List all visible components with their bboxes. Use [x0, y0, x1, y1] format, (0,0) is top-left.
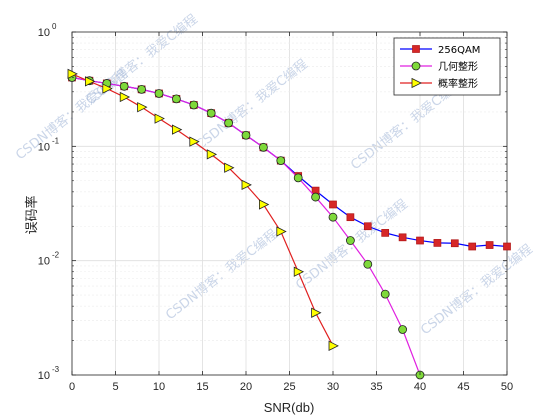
data-point	[363, 222, 372, 231]
data-point	[206, 108, 216, 118]
data-point	[137, 102, 148, 113]
data-point	[241, 130, 251, 140]
data-point	[381, 229, 390, 237]
data-point	[398, 233, 407, 242]
y-tick-exponent: -1	[52, 136, 60, 145]
data-point	[468, 242, 477, 251]
data-point	[189, 136, 200, 147]
data-point	[154, 89, 164, 98]
data-point	[119, 91, 131, 103]
y-tick-exponent: -2	[52, 251, 60, 260]
data-point	[293, 173, 303, 183]
data-point	[189, 100, 199, 110]
data-point	[328, 212, 338, 222]
data-point	[503, 242, 511, 251]
y-tick-exponent: 0	[52, 22, 57, 31]
legend-marker	[412, 45, 420, 53]
data-point	[311, 192, 321, 202]
data-point	[154, 113, 165, 124]
data-point	[311, 307, 322, 318]
y-axis-label: 误码率	[24, 195, 39, 234]
data-point	[171, 94, 181, 104]
legend-label: 几何整形	[438, 60, 478, 73]
x-tick-label: 40	[414, 381, 426, 393]
data-point	[85, 76, 96, 87]
data-point	[224, 162, 235, 173]
legend-marker	[411, 61, 421, 71]
series-1	[67, 73, 425, 380]
data-point	[433, 239, 442, 247]
data-point	[345, 236, 355, 245]
watermark-text: CSDN博客：我爱C编程	[163, 226, 281, 323]
data-point	[398, 325, 408, 334]
grid	[71, 32, 508, 376]
data-point	[119, 81, 129, 91]
data-point	[485, 241, 494, 249]
series-2	[67, 68, 339, 351]
data-point	[363, 259, 373, 269]
legend-label: 概率整形	[438, 77, 478, 90]
x-axis-label: SNR(db)	[264, 400, 315, 415]
x-tick-label: 25	[283, 381, 295, 393]
data-point	[206, 149, 218, 160]
data-point	[67, 68, 78, 80]
y-tick-label: 10	[38, 141, 50, 153]
x-tick-labels: 0 5 10 15 20 25 30 35 40 45 50	[69, 32, 513, 393]
data-point	[258, 199, 270, 210]
data-point	[346, 213, 355, 222]
data-point	[241, 179, 252, 191]
x-tick-label: 10	[153, 381, 165, 393]
x-tick-label: 35	[370, 381, 382, 393]
data-point	[224, 118, 234, 128]
data-point	[450, 239, 459, 248]
x-tick-label: 20	[240, 381, 252, 393]
data-point	[416, 236, 424, 245]
data-point	[102, 83, 113, 94]
x-tick-label: 0	[69, 381, 75, 393]
data-point	[380, 289, 390, 299]
watermark-text: CSDN博客：我爱C编程	[418, 241, 536, 338]
y-tick-label: 10	[38, 370, 50, 382]
x-tick-label: 45	[457, 381, 469, 393]
legend-label: 256QAM	[438, 45, 480, 56]
y-tick-label: 10	[38, 256, 50, 268]
data-point	[293, 266, 305, 277]
data-point	[328, 340, 339, 351]
series-layer	[67, 68, 511, 380]
x-tick-label: 30	[327, 381, 339, 393]
data-point	[258, 142, 268, 152]
x-tick-label: 5	[112, 381, 118, 393]
series-line	[71, 73, 334, 347]
x-tick-label: 50	[501, 381, 513, 393]
x-tick-label: 15	[196, 381, 208, 393]
data-point	[276, 156, 286, 166]
data-point	[276, 226, 287, 237]
data-point	[137, 84, 147, 94]
data-point	[171, 124, 183, 135]
legend-marker	[411, 77, 422, 89]
y-tick-label: 10	[38, 27, 50, 39]
data-point	[329, 200, 337, 209]
y-tick-exponent: -3	[52, 365, 60, 374]
